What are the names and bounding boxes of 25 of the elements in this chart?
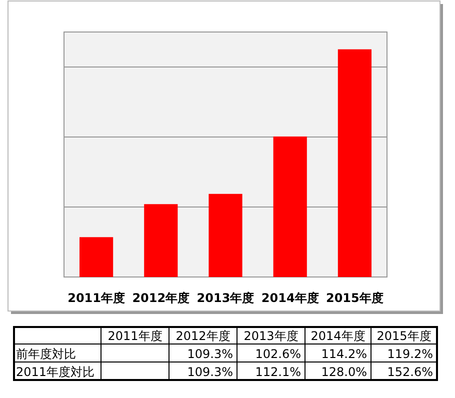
x-tick-label: 2014年度 [261, 291, 319, 305]
bar [273, 136, 307, 277]
text: 前年度対比 [16, 347, 76, 361]
bar [80, 237, 114, 277]
text: 2012年度 [176, 329, 230, 343]
bar [144, 204, 178, 277]
text: 128.0% [321, 365, 367, 379]
x-tick-label: 2011年度 [68, 291, 126, 305]
text: 2011年度 [108, 329, 162, 343]
text: 109.3% [187, 347, 233, 361]
text: 114.2% [321, 347, 367, 361]
text: 2015年度 [376, 329, 432, 343]
text: 2013年度 [244, 329, 298, 343]
bar [338, 49, 372, 277]
x-tick-label: 2013年度 [196, 291, 254, 305]
x-tick-label: 2012年度 [132, 291, 190, 305]
text: 102.6% [255, 347, 301, 361]
text: 112.1% [255, 365, 301, 379]
bar [208, 194, 242, 277]
text: 2014年度 [310, 329, 366, 343]
text: 119.2% [387, 347, 433, 361]
text: 152.6% [387, 365, 433, 379]
text: 2011年度対比 [16, 365, 95, 379]
x-tick-label: 2015年度 [326, 291, 384, 305]
text: 109.3% [187, 365, 233, 379]
